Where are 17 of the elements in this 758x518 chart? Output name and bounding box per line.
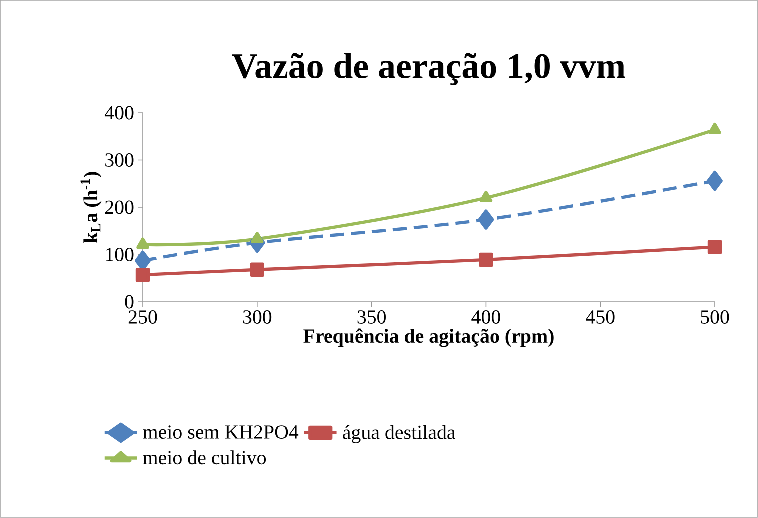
x-tick-label: 500 (701, 310, 730, 324)
y-tick-label: 300 (106, 154, 134, 167)
x-tick-label: 450 (586, 310, 615, 324)
y-tick-label: 400 (104, 106, 134, 120)
chart-title: Vazão de aeração 1,0 vvm (232, 53, 626, 86)
x-axis-title: Frequência de agitação (rpm) (304, 328, 554, 348)
y-tick-label: 0 (125, 295, 134, 309)
legend-label: água destilada (343, 425, 456, 444)
x-tick-label: 350 (358, 310, 386, 324)
y-tick-label: 100 (106, 248, 134, 262)
x-tick-label: 300 (243, 310, 272, 324)
legend-label: meio de cultivo (143, 450, 266, 465)
legend-label: meio sem KH2PO4 (143, 426, 299, 439)
x-tick-label: 400 (472, 310, 500, 324)
x-tick-label: 250 (128, 310, 158, 324)
y-axis-title: k$_{L}$a (h$^{-1}$) (80, 172, 102, 244)
y-tick-label: 200 (105, 200, 134, 214)
